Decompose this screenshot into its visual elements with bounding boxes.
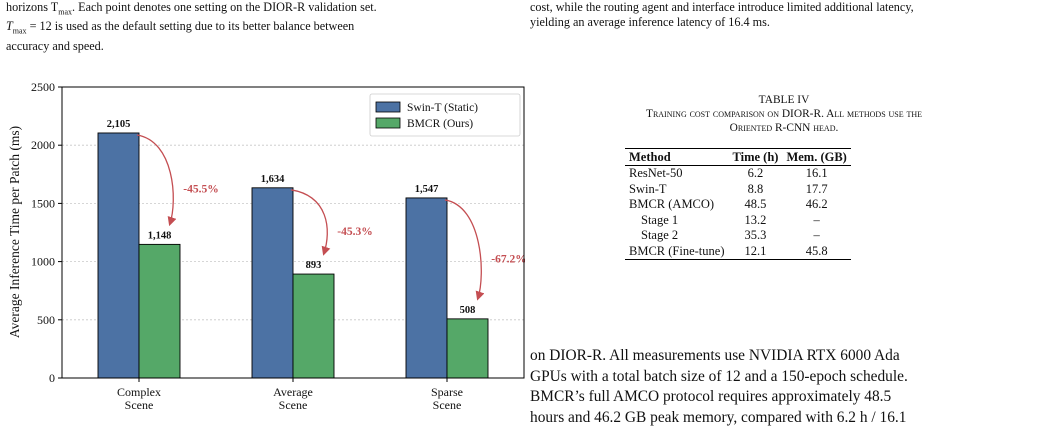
table-row: Stage 1 13.2 – — [625, 213, 851, 229]
bar-bmcr — [292, 273, 335, 379]
bar-bmcr — [138, 243, 181, 379]
paragraph-fragment-top: cost, while the routing agent and interf… — [530, 0, 1038, 30]
bar-bmcr — [446, 318, 489, 379]
paragraph-fragment-bottom: on DIOR-R. All measurements use NVIDIA R… — [530, 346, 1038, 428]
reduction-label: -45.3% — [337, 226, 372, 238]
x-tick-label: Scene — [433, 398, 462, 412]
paragraph-line: on DIOR-R. All measurements use NVIDIA R… — [530, 347, 900, 364]
y-axis-label: Average Inference Time per Patch (ms) — [7, 126, 22, 338]
subscript: max — [12, 26, 27, 36]
table-cell: 45.8 — [805, 243, 828, 258]
annotations: -45.5% -45.3% -67.2% — [136, 134, 525, 301]
table-row: BMCR (Fine-tune) 12.1 45.8 — [625, 244, 851, 260]
table-row: Stage 2 35.3 – — [625, 228, 851, 244]
caption-text: accuracy and speed. — [6, 38, 104, 53]
table-cell: BMCR (AMCO) — [629, 197, 715, 211]
bar-value-label: 1,634 — [261, 174, 285, 185]
x-tick-label: Scene — [279, 398, 308, 412]
paragraph-line: hours and 46.2 GB peak memory, compared … — [530, 408, 907, 426]
legend-swatch — [375, 101, 401, 113]
paragraph-line: BMCR’s full AMCO protocol requires appro… — [530, 388, 892, 405]
caption-text: horizons T — [6, 0, 59, 14]
table-row: Swin-T 8.8 17.7 — [625, 182, 851, 198]
bars: 2,105 1,148 1,634 893 1,547 508 — [97, 119, 489, 379]
x-tick-label: Scene — [125, 398, 154, 412]
caption-text: . Each point denotes one setting on the … — [72, 0, 377, 14]
table-cell: 35.3 — [744, 228, 767, 242]
reduction-label: -45.5% — [183, 184, 218, 196]
column-header-method: Method — [629, 150, 671, 164]
table-row: BMCR (AMCO) 48.5 46.2 — [625, 197, 851, 213]
y-tick-label: 2500 — [31, 80, 55, 94]
x-tick-label: Average — [273, 385, 313, 399]
bar-baseline — [97, 132, 140, 379]
table-caption: TABLE IV Training cost comparison on DIO… — [530, 93, 1038, 135]
table-cell: 48.5 — [744, 197, 767, 211]
bar-value-label: 2,105 — [107, 119, 131, 130]
legend: Swin-T (Static) BMCR (Ours) — [369, 93, 521, 137]
reduction-arrow — [136, 134, 177, 227]
table-caption-line: Training cost comparison on DIOR-R. All … — [645, 108, 923, 120]
legend-swatch — [375, 117, 401, 129]
bar-value-label: 1,148 — [148, 230, 172, 241]
column-header-memory: Mem. (GB) — [786, 150, 847, 164]
training-cost-table: Method Time (h) Mem. (GB) ResNet-50 6.2 16… — [625, 148, 851, 260]
legend-label: Swin-T (Static) — [407, 102, 478, 114]
table-cell: – — [813, 228, 820, 242]
column-header-time: Time (h) — [732, 150, 779, 164]
table-number: TABLE IV — [758, 94, 810, 106]
table-caption-line: Oriented R-CNN head. — [729, 122, 839, 134]
x-tick-label: Complex — [117, 385, 161, 399]
caption-math: T — [6, 19, 13, 34]
table-cell: 17.7 — [805, 181, 828, 196]
bar-value-label: 893 — [306, 260, 322, 271]
table-cell: Swin-T — [629, 181, 667, 196]
table-cell: – — [813, 212, 820, 227]
reduction-arrow — [444, 199, 485, 301]
x-tick-label: Sparse — [431, 385, 463, 399]
table-cell: 12.1 — [744, 243, 767, 258]
y-tick-label: 0 — [49, 371, 55, 385]
legend-box — [369, 93, 521, 137]
reduction-label: -67.2% — [491, 253, 525, 265]
table-cell: Stage 1 — [641, 212, 679, 227]
table-cell: 16.1 — [805, 166, 828, 180]
bar-baseline — [405, 197, 448, 379]
paragraph-line: cost, while the routing agent and interf… — [530, 0, 914, 14]
y-tick-label: 2000 — [31, 138, 55, 152]
y-tick-label: 1000 — [31, 255, 55, 269]
table-cell: 6.2 — [747, 166, 764, 180]
table-header-row: Method Time (h) Mem. (GB) — [625, 148, 851, 166]
table-cell: BMCR (Fine-tune) — [629, 243, 725, 258]
bar-value-label: 508 — [460, 305, 476, 316]
bar-baseline — [251, 187, 294, 379]
caption-text: = 12 is used as the default setting due … — [26, 19, 355, 34]
paragraph-line: yielding an average inference latency of… — [530, 15, 770, 29]
table-cell: 8.8 — [747, 181, 764, 196]
table-cell: 46.2 — [805, 197, 828, 211]
table-cell: Stage 2 — [641, 228, 679, 242]
figure-caption-fragment: horizons Tmax. Each point denotes one se… — [6, 0, 516, 54]
bar-value-label: 1,547 — [415, 184, 439, 195]
table-cell: ResNet-50 — [629, 166, 683, 180]
y-tick-label: 500 — [37, 313, 55, 327]
paragraph-line: GPUs with a total batch size of 12 and a… — [530, 367, 908, 385]
subscript: max — [58, 7, 73, 17]
y-axis-ticks: 0 500 1000 1500 2000 2500 — [31, 80, 62, 385]
legend-label: BMCR (Ours) — [407, 118, 473, 130]
table-cell: 13.2 — [744, 212, 767, 227]
reduction-arrow — [290, 189, 331, 256]
table-row: ResNet-50 6.2 16.1 — [625, 166, 851, 182]
y-tick-label: 1500 — [31, 196, 55, 210]
